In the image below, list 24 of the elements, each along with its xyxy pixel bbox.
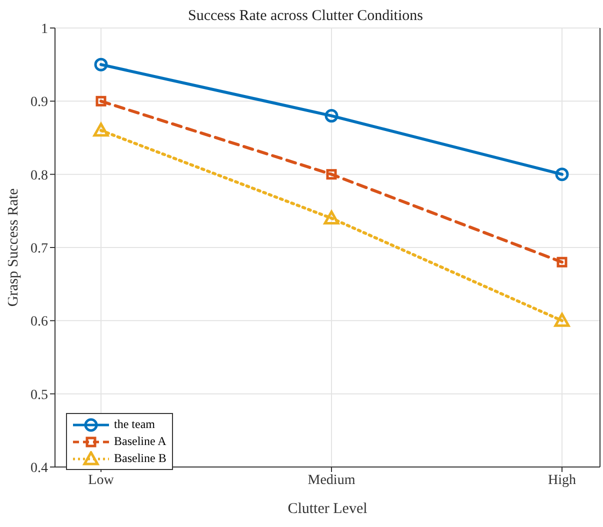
legend-label: the team <box>114 417 155 432</box>
point <box>94 58 108 72</box>
y-tick-label: 0.4 <box>30 460 48 476</box>
legend-label: Baseline B <box>114 451 166 466</box>
point <box>93 122 109 137</box>
y-tick-label: 0.6 <box>30 314 48 330</box>
y-tick-label: 1 <box>41 22 48 37</box>
x-axis-title: Clutter Level <box>288 501 368 517</box>
x-tick-label: Medium <box>308 472 356 488</box>
point <box>555 168 569 182</box>
y-tick-label: 0.5 <box>30 388 48 403</box>
point <box>324 210 340 224</box>
point <box>326 169 337 180</box>
legend-label: Baseline A <box>114 434 166 449</box>
point <box>96 96 106 106</box>
y-tick-label: 0.8 <box>30 168 48 184</box>
y-tick-label: 0.7 <box>30 241 48 256</box>
x-tick-label: High <box>548 472 576 488</box>
x-tick-label: Low <box>88 472 115 488</box>
chart-title: Success Rate across Clutter Conditions <box>188 8 423 24</box>
point <box>554 312 570 327</box>
point <box>556 256 568 268</box>
point <box>324 109 338 123</box>
y-tick-label: 0.9 <box>30 95 48 110</box>
